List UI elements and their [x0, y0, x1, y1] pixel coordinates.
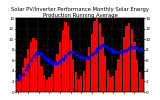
Bar	[32, 38, 35, 92]
Bar	[99, 23, 101, 92]
Bar	[125, 26, 128, 92]
Bar	[64, 22, 67, 92]
Bar	[19, 75, 21, 92]
Bar	[123, 36, 125, 92]
Bar	[80, 76, 82, 92]
Bar	[54, 63, 56, 92]
Bar	[43, 75, 45, 92]
Bar	[91, 34, 93, 92]
Bar	[96, 18, 98, 92]
Bar	[35, 40, 37, 92]
Bar	[131, 29, 133, 92]
Bar	[40, 66, 43, 92]
Bar	[51, 74, 53, 92]
Bar	[88, 47, 90, 92]
Bar	[72, 59, 75, 92]
Bar	[78, 79, 80, 92]
Bar	[59, 42, 61, 92]
Bar	[117, 59, 120, 92]
Bar	[107, 70, 109, 92]
Title: Solar PV/Inverter Performance Monthly Solar Energy Production Running Average: Solar PV/Inverter Performance Monthly So…	[11, 7, 149, 18]
Bar	[27, 49, 29, 92]
Bar	[85, 60, 88, 92]
Bar	[120, 50, 122, 92]
Bar	[141, 79, 144, 92]
Bar	[56, 54, 59, 92]
Bar	[62, 30, 64, 92]
Bar	[46, 80, 48, 92]
Bar	[70, 40, 72, 92]
Bar	[16, 79, 19, 92]
Bar	[67, 26, 69, 92]
Bar	[24, 58, 27, 92]
Bar	[128, 23, 130, 92]
Bar	[48, 77, 51, 92]
Bar	[83, 71, 85, 92]
Bar	[93, 21, 96, 92]
Bar	[38, 52, 40, 92]
Bar	[101, 36, 104, 92]
Bar	[112, 76, 114, 92]
Bar	[104, 56, 106, 92]
Bar	[75, 72, 77, 92]
Bar	[133, 42, 136, 92]
Bar	[22, 67, 24, 92]
Bar	[30, 42, 32, 92]
Bar	[109, 77, 112, 92]
Bar	[115, 70, 117, 92]
Bar	[139, 72, 141, 92]
Bar	[136, 60, 138, 92]
